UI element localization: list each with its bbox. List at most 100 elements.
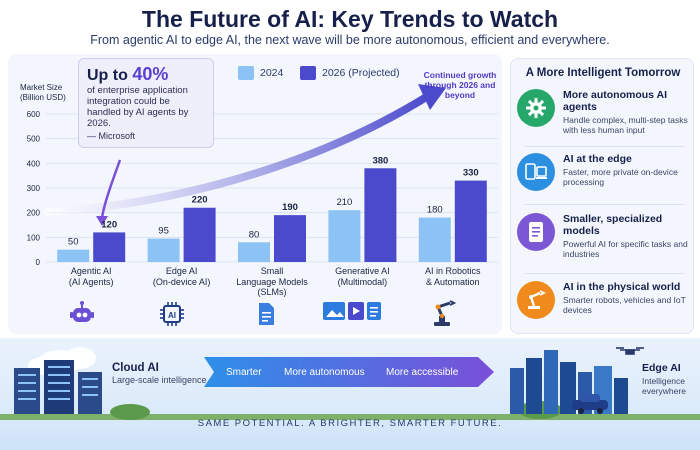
bar-value-label: 120: [101, 219, 117, 230]
bar-value-label: 95: [158, 226, 169, 237]
robot-arm-icon: [430, 298, 458, 326]
chart-panel: Market Size (Billion USD) 0 100 200 300 400 50…: [8, 54, 502, 334]
divider: [525, 204, 685, 205]
y-tick-label: 500: [27, 135, 41, 144]
bar-2026: [454, 180, 487, 262]
legend-swatch-2026: [300, 66, 316, 80]
callout-source: — Microsoft: [87, 131, 136, 141]
bar-value-label: 210: [336, 197, 352, 208]
callout-body: of enterprise application integration co…: [87, 85, 189, 129]
legend-label-2024: 2024: [260, 67, 284, 79]
bar-2026: [93, 232, 126, 262]
server-rack-icon: [14, 360, 102, 416]
divider: [525, 146, 685, 147]
trend-title: Smaller, specialized models: [563, 213, 663, 237]
bar-value-label: 180: [427, 205, 443, 216]
edge-ai-title: Edge AI: [642, 362, 681, 374]
step-label: More autonomous: [284, 367, 365, 378]
chip-icon: AI: [158, 300, 186, 328]
x-tick-label-line: Agentic AI: [70, 266, 112, 276]
callout-prefix: Up to: [87, 67, 133, 84]
trends-panel-title: A More Intelligent Tomorrow: [525, 67, 681, 79]
x-tick-label-line: (AI Agents): [68, 276, 114, 287]
trend-desc: Smarter robots, vehicles and IoT devices: [563, 295, 686, 315]
x-tick-label-line: Generative AI: [335, 266, 390, 276]
divider: [525, 273, 685, 274]
bar-value-label: 330: [463, 168, 479, 179]
x-tick-label: Small Language Models (SLMs): [228, 266, 316, 298]
trend-item: Smaller, specialized models Powerful AI …: [517, 213, 693, 259]
progress-arrow: [204, 357, 494, 387]
x-tick-label-line: AI in Robotics: [425, 266, 481, 276]
x-tick-label-line: Language Models: [236, 276, 308, 287]
y-axis-label: (Billion USD): [20, 93, 66, 102]
bar-value-label: 380: [372, 155, 388, 166]
growth-trend-arrowhead: [418, 84, 446, 110]
footer-tagline: SAME POTENTIAL. A BRIGHTER, SMARTER FUTU…: [197, 418, 503, 429]
trend-item: More autonomous AI agents Handle complex…: [517, 89, 693, 135]
trend-title: More autonomous AI agents: [563, 89, 668, 113]
bar-2024: [328, 210, 361, 262]
robot-icon: [68, 300, 96, 328]
legend-2024: 2024: [238, 66, 283, 80]
trends-panel: A More Intelligent Tomorrow More autonom…: [510, 58, 694, 334]
media-icon: [322, 298, 381, 326]
x-tick-label: Edge AI (On-device AI): [138, 266, 226, 287]
svg-text:AI: AI: [168, 311, 176, 320]
bar-2024: [238, 242, 270, 262]
cloud-ai-subtitle: Large-scale intelligence: [112, 375, 207, 385]
trend-item: AI in the physical world Smarter robots,…: [517, 281, 693, 319]
bar-value-label: 190: [282, 202, 298, 213]
x-tick-label: AI in Robotics & Automation: [409, 266, 497, 287]
bar-2024: [418, 217, 451, 262]
y-axis-label: Market Size: [20, 83, 63, 92]
bar-2026: [274, 215, 306, 262]
y-tick-label: 200: [27, 209, 41, 218]
trend-desc: Faster, more private on-device processin…: [563, 167, 678, 187]
x-tick-label-line: (Multimodal): [337, 276, 388, 287]
callout-pointer: [100, 159, 122, 219]
y-tick-label: 0: [36, 258, 41, 267]
city-skyline-icon: [510, 350, 628, 414]
callout-pointer-head: [96, 216, 108, 226]
trend-title: AI at the edge: [563, 153, 632, 165]
edge-ai-subtitle: Intelligence everywhere: [642, 376, 686, 396]
gear-icon: [517, 89, 555, 127]
cityscape-illustration: [0, 347, 700, 420]
trend-desc: Powerful AI for specific tasks and indus…: [563, 239, 688, 259]
y-tick-label: 600: [27, 110, 41, 119]
bar-2026: [364, 168, 397, 262]
cloud-ai-title: Cloud AI: [112, 362, 159, 374]
drone-icon: [616, 347, 644, 355]
bar-value-label: 80: [249, 229, 260, 240]
bottom-banner: [0, 338, 700, 450]
trend-desc: Handle complex, multi-step tasks with le…: [563, 115, 688, 135]
x-tick-label: Agentic AI (AI Agents): [47, 266, 135, 287]
legend-swatch-2024: [238, 66, 254, 80]
page-subtitle: From agentic AI to edge AI, the next wav…: [90, 33, 610, 47]
x-tick-label-line: (SLMs): [257, 287, 287, 297]
y-tick-label: 300: [27, 184, 41, 193]
devices-icon: [517, 153, 555, 191]
bar-chart: Market Size(Billion USD) 0 100 200 300 400 50…: [20, 83, 498, 267]
x-tick-label-line: (On-device AI): [152, 276, 211, 287]
stat-callout: Up to 40% of enterprise application inte…: [78, 58, 214, 148]
car-icon: [572, 394, 608, 414]
growth-trend-arrow: [44, 92, 432, 216]
y-tick-label: 400: [27, 159, 41, 168]
x-tick-label-line: Edge AI: [165, 266, 198, 276]
callout-highlight: 40%: [132, 64, 169, 84]
bar-2024: [57, 249, 90, 262]
bar-value-label: 220: [192, 195, 208, 206]
legend-2026: 2026 (Projected): [300, 66, 400, 80]
trend-title: AI in the physical world: [563, 281, 681, 293]
page-title: The Future of AI: Key Trends to Watch: [141, 6, 559, 32]
document-icon: [517, 213, 555, 251]
bar-value-label: 50: [68, 237, 79, 248]
legend-label-2026: 2026 (Projected): [322, 67, 400, 79]
step-label: More accessible: [386, 367, 459, 378]
bar-2026: [183, 207, 216, 262]
x-tick-label-line: & Automation: [426, 276, 480, 287]
y-tick-label: 100: [27, 233, 41, 242]
document-icon: [252, 300, 280, 328]
